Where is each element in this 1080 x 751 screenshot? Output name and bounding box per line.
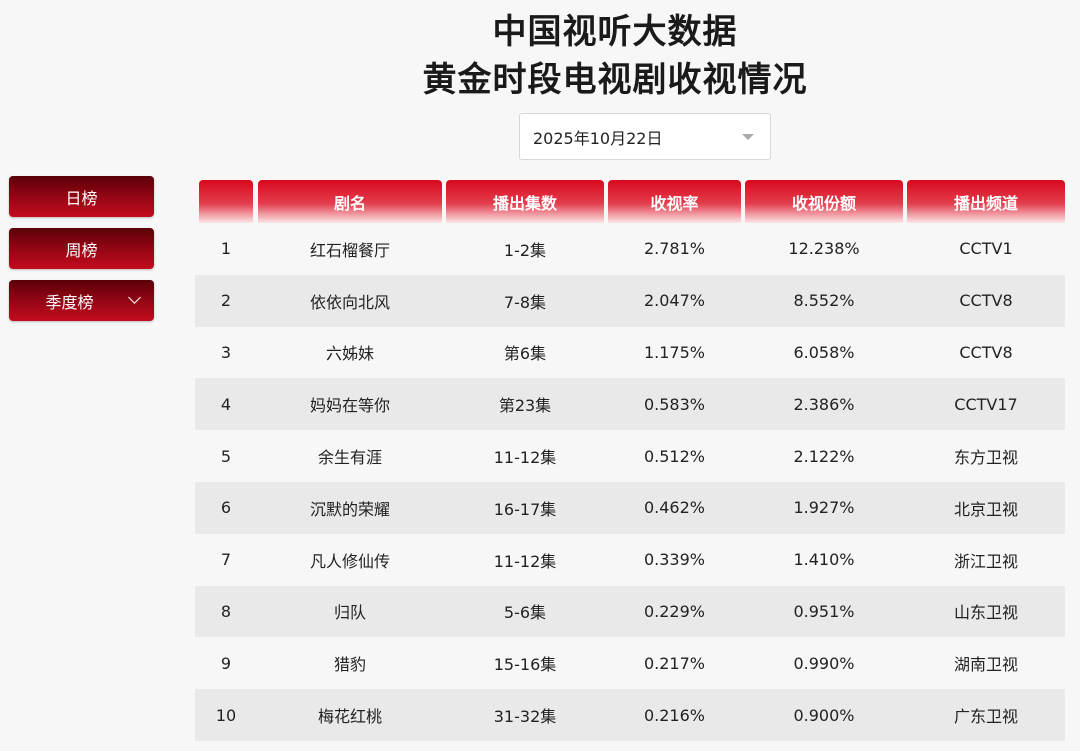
- table-row: 9 猎豹 15-16集 0.217% 0.990% 湖南卫视: [195, 637, 1065, 689]
- rank-cell: 4: [220, 394, 232, 414]
- rating-cell: 1.175%: [643, 342, 705, 362]
- title-cell: 凡人修仙传: [309, 551, 390, 571]
- daily-ranking-button[interactable]: 日榜: [9, 176, 154, 217]
- rank-cell: 9: [220, 653, 232, 673]
- channel-cell: CCTV17: [954, 394, 1018, 414]
- channel-cell: CCTV8: [959, 342, 1013, 362]
- rating-cell: 0.216%: [643, 705, 705, 725]
- channel-cell: 广东卫视: [953, 707, 1018, 727]
- rating-cell: 0.229%: [643, 601, 705, 621]
- table-row: 4 妈妈在等你 第23集 0.583% 2.386% CCTV17: [195, 378, 1065, 431]
- quarterly-ranking-dropdown[interactable]: 季度榜: [9, 280, 154, 321]
- table-row: 10 梅花红桃 31-32集 0.216% 0.900% 广东卫视: [195, 689, 1065, 741]
- date-select-value: 2025年10月22日: [533, 128, 663, 148]
- page-subtitle: 黄金时段电视剧收视情况: [422, 60, 808, 100]
- rating-cell: 0.583%: [643, 394, 705, 414]
- share-cell: 1.410%: [793, 550, 855, 570]
- title-cell: 依依向北风: [309, 292, 390, 312]
- title-cell: 归队: [333, 603, 366, 623]
- date-select[interactable]: 2025年10月22日: [519, 113, 771, 160]
- title-cell: 沉默的荣耀: [309, 499, 390, 519]
- rank-cell: 7: [220, 550, 232, 570]
- table-body: 1 红石榴餐厅 1-2集 2.781% 12.238% CCTV1 2 依依向北风 7-8集 2.…: [195, 223, 1065, 741]
- episodes-cell: 7-8集: [503, 292, 547, 312]
- channel-cell: 北京卫视: [953, 499, 1018, 519]
- episodes-cell: 第6集: [503, 344, 547, 364]
- weekly-ranking-button[interactable]: 周榜: [9, 228, 154, 269]
- quarterly-ranking-label: 季度榜: [45, 292, 94, 312]
- rating-cell: 2.781%: [643, 239, 705, 259]
- rank-cell: 1: [220, 239, 232, 259]
- table-row: 3 六姊妹 第6集 1.175% 6.058% CCTV8: [195, 327, 1065, 379]
- episodes-cell: 第23集: [498, 396, 552, 416]
- rank-cell: 2: [220, 291, 232, 311]
- channel-cell: CCTV1: [959, 239, 1013, 259]
- rank-cell: 10: [215, 705, 237, 725]
- share-cell: 0.990%: [793, 653, 855, 673]
- rating-cell: 0.339%: [643, 550, 705, 570]
- rating-cell: 2.047%: [643, 291, 705, 311]
- share-cell: 12.238%: [788, 239, 860, 259]
- ratings-table: 剧名 播出集数 收视率 收视份额 播出频道 1 红石榴餐厅 1-2集 2.781% 12…: [195, 180, 1065, 741]
- daily-ranking-label: 日榜: [65, 188, 98, 208]
- rating-cell: 0.512%: [643, 446, 705, 466]
- channel-cell: CCTV8: [959, 291, 1013, 311]
- title-cell: 六姊妹: [325, 344, 374, 364]
- header-title: 剧名: [258, 180, 442, 223]
- episodes-cell: 1-2集: [503, 240, 547, 260]
- page-title: 中国视听大数据: [492, 12, 738, 52]
- table-row: 6 沉默的荣耀 16-17集 0.462% 1.927% 北京卫视: [195, 481, 1065, 534]
- title-cell: 梅花红桃: [317, 707, 382, 727]
- header-episodes: 播出集数: [446, 180, 604, 223]
- rating-cell: 0.462%: [643, 498, 705, 518]
- share-cell: 1.927%: [793, 498, 855, 518]
- episodes-cell: 5-6集: [503, 603, 547, 623]
- header-rating: 收视率: [608, 180, 741, 223]
- title-cell: 猎豹: [333, 655, 366, 675]
- title-cell: 红石榴餐厅: [309, 240, 390, 260]
- episodes-cell: 11-12集: [493, 551, 557, 571]
- share-cell: 2.386%: [793, 394, 855, 414]
- caret-down-icon: [742, 134, 754, 140]
- rank-cell: 5: [220, 446, 232, 466]
- rating-cell: 0.217%: [643, 653, 705, 673]
- table-header: 剧名 播出集数 收视率 收视份额 播出频道: [195, 180, 1065, 223]
- episodes-cell: 31-32集: [493, 707, 557, 727]
- table-row: 1 红石榴餐厅 1-2集 2.781% 12.238% CCTV1: [195, 223, 1065, 275]
- header-share: 收视份额: [745, 180, 903, 223]
- weekly-ranking-label: 周榜: [65, 240, 98, 260]
- share-cell: 2.122%: [793, 446, 855, 466]
- episodes-cell: 16-17集: [493, 499, 557, 519]
- share-cell: 0.951%: [793, 601, 855, 621]
- rank-cell: 8: [220, 601, 232, 621]
- chevron-down-icon: [128, 291, 141, 304]
- share-cell: 8.552%: [793, 291, 855, 311]
- table-row: 8 归队 5-6集 0.229% 0.951% 山东卫视: [195, 585, 1065, 638]
- title-cell: 妈妈在等你: [309, 396, 390, 416]
- table-row: 2 依依向北风 7-8集 2.047% 8.552% CCTV8: [195, 274, 1065, 327]
- header-channel: 播出频道: [907, 180, 1065, 223]
- channel-cell: 湖南卫视: [953, 655, 1018, 675]
- channel-cell: 山东卫视: [953, 603, 1018, 623]
- title-cell: 余生有涯: [317, 448, 382, 468]
- episodes-cell: 11-12集: [493, 448, 557, 468]
- table-row: 5 余生有涯 11-12集 0.512% 2.122% 东方卫视: [195, 430, 1065, 482]
- header-rank: [199, 180, 253, 223]
- rank-cell: 6: [220, 498, 232, 518]
- channel-cell: 浙江卫视: [953, 551, 1018, 571]
- share-cell: 0.900%: [793, 705, 855, 725]
- episodes-cell: 15-16集: [493, 655, 557, 675]
- share-cell: 6.058%: [793, 342, 855, 362]
- channel-cell: 东方卫视: [953, 448, 1018, 468]
- table-row: 7 凡人修仙传 11-12集 0.339% 1.410% 浙江卫视: [195, 534, 1065, 586]
- rank-cell: 3: [220, 342, 232, 362]
